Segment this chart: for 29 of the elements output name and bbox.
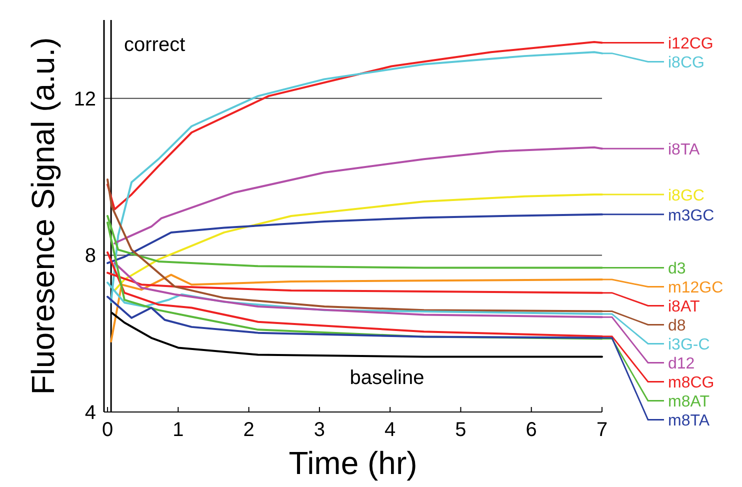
text: d12 [668, 356, 695, 373]
x-tick-label: 6 [526, 419, 537, 441]
legend-label: i8GC [668, 187, 704, 204]
y-axis-title: Fluoresence Signal (a.u.) [25, 37, 61, 395]
text: m8CG [668, 374, 714, 392]
text: i3G-C [668, 336, 710, 354]
x-tick-label: 5 [455, 419, 466, 441]
legend-label: d8 [668, 318, 686, 335]
legend-label: d3 [668, 260, 686, 278]
y-tick-label: 4 [84, 402, 96, 424]
legend-label: m3GC [668, 207, 714, 224]
legend-label: i8CG [668, 54, 704, 72]
annotation: correct [124, 34, 186, 56]
x-tick-label: 4 [384, 419, 396, 441]
x-tick-label: 1 [172, 419, 184, 441]
y-tick-label: 12 [74, 88, 96, 110]
x-tick-label: 7 [596, 419, 608, 441]
x-tick-label: 3 [314, 419, 326, 441]
legend-label: i8TA [668, 142, 700, 159]
y-tick-label: 8 [84, 245, 96, 268]
legend-label: i8AT [668, 298, 700, 316]
text: m8AT [668, 394, 710, 411]
legend-label: i12CG [668, 36, 714, 53]
text: m8TA [668, 412, 710, 430]
annotation: baseline [350, 367, 424, 389]
x-axis-title: Time (hr) [288, 445, 418, 481]
x-tick-label: 2 [243, 419, 254, 441]
x-tick-label: 0 [102, 419, 114, 441]
legend-label: m12GC [668, 280, 724, 297]
